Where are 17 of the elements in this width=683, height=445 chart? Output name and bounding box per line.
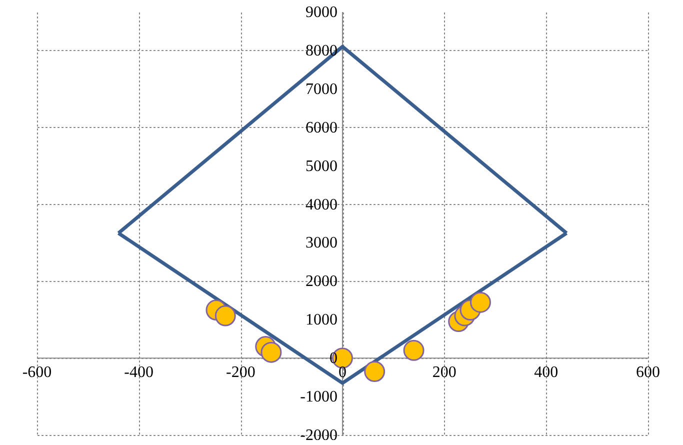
y-tick-label: 9000 [306, 4, 338, 21]
y-tick-label: 4000 [306, 196, 338, 214]
y-tick-label: -2000 [300, 427, 338, 444]
x-tick-label: -600 [22, 364, 52, 382]
y-tick-label: 6000 [306, 119, 338, 136]
y-tick-label: 5000 [306, 158, 338, 175]
y-tick-label: 7000 [306, 80, 338, 98]
x-tick-label: 400 [534, 364, 558, 382]
y-tick-label: 8000 [306, 42, 338, 60]
y-tick-label: 2000 [306, 273, 338, 290]
x-tick-label: -400 [124, 364, 154, 382]
y-tick-label: 3000 [306, 234, 338, 252]
x-tick-label: 200 [432, 364, 456, 382]
y-tick-label: -1000 [300, 388, 338, 406]
x-tick-label: 600 [636, 364, 660, 382]
y-tick-label: 1000 [306, 312, 338, 329]
x-tick-label: -200 [226, 364, 256, 382]
